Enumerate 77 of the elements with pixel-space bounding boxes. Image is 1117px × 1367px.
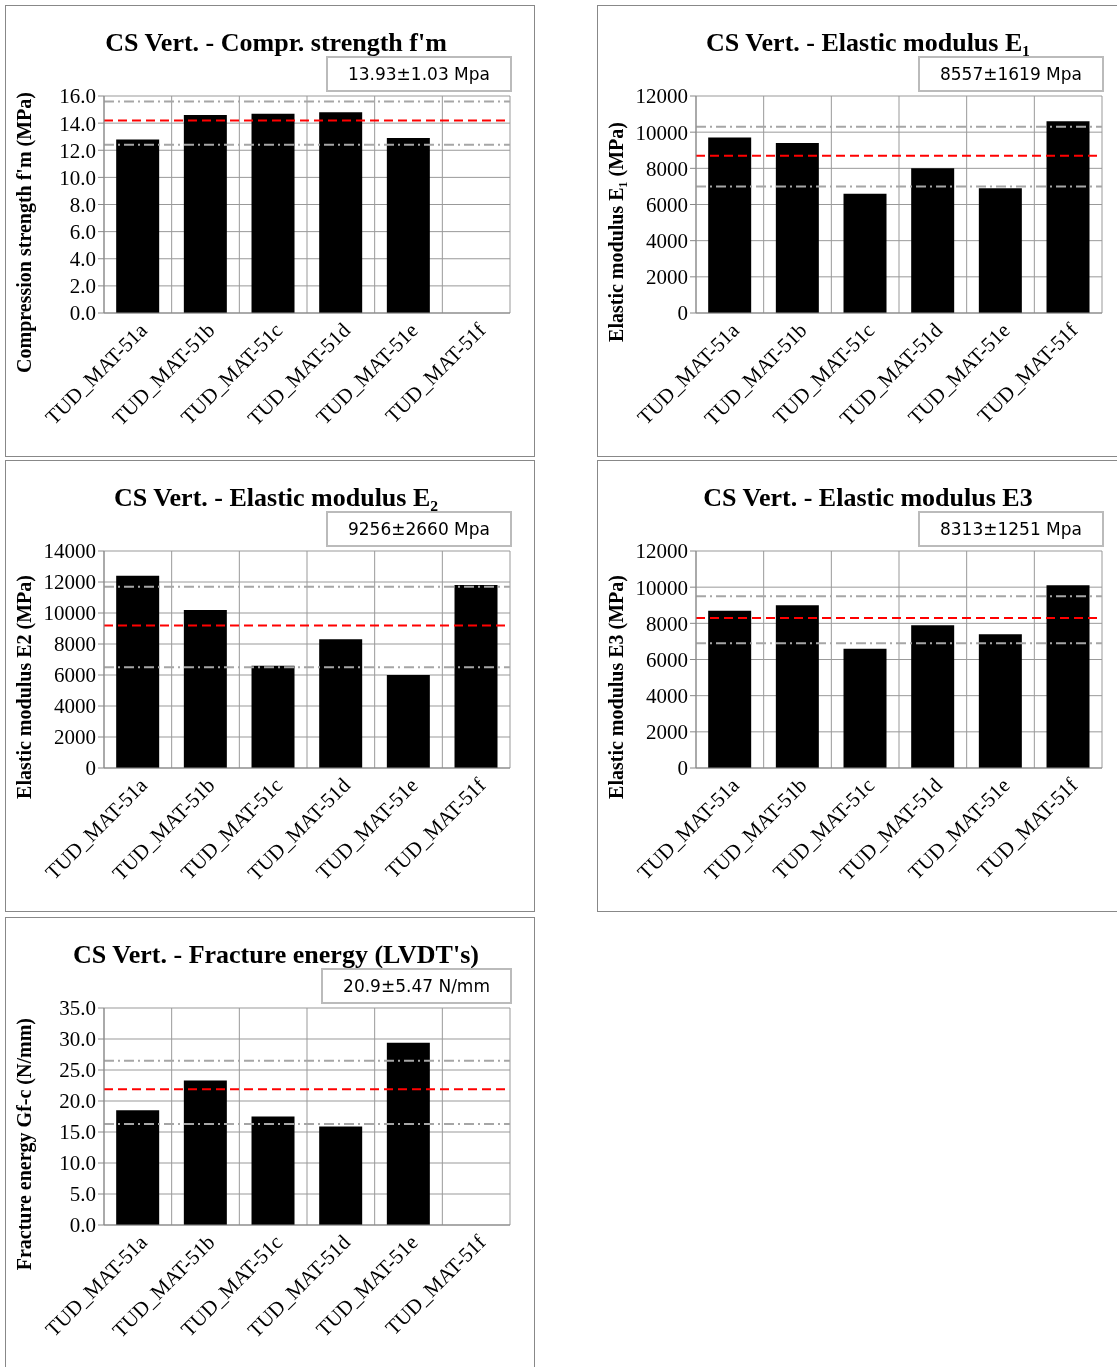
y-axis-title: Fracture energy Gf-c (N/mm) xyxy=(12,1017,36,1271)
y-tick-label: 14.0 xyxy=(59,111,96,136)
text: 20.9±5.47 N/mm xyxy=(321,968,512,1004)
y-tick-label: 6000 xyxy=(54,663,96,688)
y-axis-title: Elastic modulus E₁ (MPa) xyxy=(604,122,628,342)
y-tick-label: 20.0 xyxy=(59,1089,96,1114)
y-tick-label: 10.0 xyxy=(59,165,96,190)
bar xyxy=(708,610,752,768)
text: 8557±1619 Mpa xyxy=(917,56,1104,92)
chart-title: CS Vert. - Elastic modulus E3 xyxy=(702,482,1034,514)
y-tick-label: 10000 xyxy=(635,575,688,600)
y-axis-title: Compression strength f'm (MPa) xyxy=(12,91,36,373)
chart-title: CS Vert. - Compr. strength f'm xyxy=(104,27,448,59)
bar xyxy=(978,188,1022,313)
y-tick-label: 8000 xyxy=(54,632,96,657)
y-tick-label: 2.0 xyxy=(69,274,96,299)
text: 8313±1251 Mpa xyxy=(917,511,1104,547)
chart-title: CS Vert. - Elastic modulus E₁ xyxy=(704,27,1032,59)
y-tick-label: 0 xyxy=(85,756,96,781)
y-tick-label: 30.0 xyxy=(59,1027,96,1052)
bar xyxy=(319,639,363,768)
bar xyxy=(978,634,1022,768)
y-tick-label: 10000 xyxy=(635,120,688,145)
y-tick-label: 14000 xyxy=(43,539,96,564)
y-tick-label: 8.0 xyxy=(69,192,96,217)
y-tick-label: 15.0 xyxy=(59,1120,96,1145)
y-tick-label: 6000 xyxy=(646,192,688,217)
y-tick-label: 16.0 xyxy=(59,84,96,109)
y-tick-label: 8000 xyxy=(646,156,688,181)
bar xyxy=(1046,585,1090,768)
bar xyxy=(116,575,160,768)
y-tick-label: 0 xyxy=(677,301,688,326)
text: 9256±2660 Mpa xyxy=(325,511,512,547)
y-tick-label: 10.0 xyxy=(59,1151,96,1176)
y-tick-label: 0 xyxy=(677,756,688,781)
bar xyxy=(843,193,887,313)
y-tick-label: 0.0 xyxy=(69,1213,96,1238)
y-tick-label: 12000 xyxy=(635,84,688,109)
y-tick-label: 4000 xyxy=(646,229,688,254)
y-tick-label: 12.0 xyxy=(59,138,96,163)
bar xyxy=(843,648,887,768)
y-axis-title: Elastic modulus E3 (MPa) xyxy=(604,575,628,799)
y-tick-label: 2000 xyxy=(646,720,688,745)
y-tick-label: 12000 xyxy=(635,539,688,564)
bar xyxy=(183,609,227,768)
bar xyxy=(183,1080,227,1225)
bar xyxy=(319,1126,363,1225)
bar xyxy=(708,137,752,313)
y-tick-label: 6.0 xyxy=(69,220,96,245)
y-tick-label: 35.0 xyxy=(59,996,96,1021)
y-tick-label: 0.0 xyxy=(69,301,96,326)
y-tick-label: 4000 xyxy=(646,684,688,709)
bar xyxy=(1046,121,1090,313)
text: 13.93±1.03 Mpa xyxy=(325,56,512,92)
bar xyxy=(454,585,498,768)
y-tick-label: 5.0 xyxy=(69,1182,96,1207)
chart-title: CS Vert. - Elastic modulus E₂ xyxy=(112,482,440,514)
bar xyxy=(386,1042,430,1225)
y-tick-label: 6000 xyxy=(646,647,688,672)
y-tick-label: 4000 xyxy=(54,694,96,719)
y-tick-label: 2000 xyxy=(54,725,96,750)
chart-title: CS Vert. - Fracture energy (LVDT's) xyxy=(72,939,480,971)
y-tick-label: 4.0 xyxy=(69,247,96,272)
bar xyxy=(116,1110,160,1225)
y-tick-label: 12000 xyxy=(43,570,96,595)
y-tick-label: 2000 xyxy=(646,265,688,290)
bar xyxy=(775,605,819,768)
bar xyxy=(775,143,819,313)
y-tick-label: 8000 xyxy=(646,611,688,636)
y-axis-title: Elastic modulus E2 (MPa) xyxy=(12,575,36,799)
bar xyxy=(251,1116,295,1225)
bar xyxy=(386,675,430,768)
bar xyxy=(911,168,955,313)
y-tick-label: 10000 xyxy=(43,601,96,626)
bar xyxy=(911,625,955,768)
bar xyxy=(251,665,295,768)
y-tick-label: 25.0 xyxy=(59,1058,96,1083)
